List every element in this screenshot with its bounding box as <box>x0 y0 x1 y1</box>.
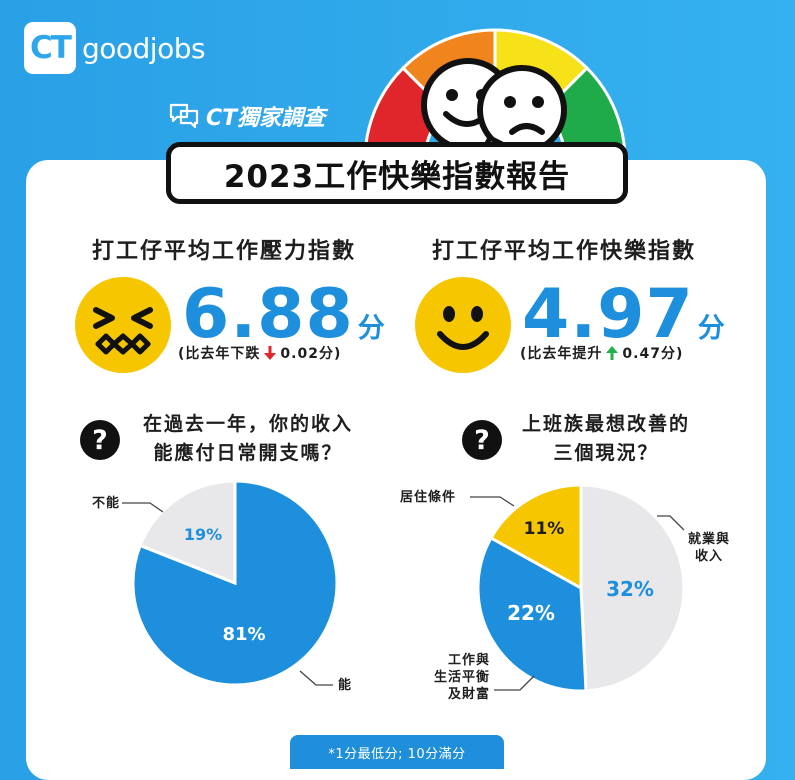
happy-value: 4.97 <box>522 275 694 354</box>
pie2-label-job-line2: 收入 <box>695 549 724 564</box>
pie2-label-wlb-line3: 及財富 <box>447 687 490 702</box>
question-icon: ? <box>462 420 502 460</box>
pie2-label-wlb: 工作與 生活平衡 及財富 <box>428 652 490 703</box>
pie2-pct-wlb: 22% <box>507 601 555 625</box>
footnote: *1分最低分; 10分滿分 <box>290 735 504 769</box>
pie2-slice-housing <box>488 483 583 591</box>
chat-bubble-icon <box>169 103 199 129</box>
pie2-pct-housing: 11% <box>524 519 565 539</box>
question1-line2: 能應付日常開支嗎？ <box>153 442 343 464</box>
arrow-up-icon <box>606 346 619 360</box>
stress-score: 6.88 分 <box>182 281 385 349</box>
stress-note-prefix: (比去年下跌 <box>178 346 261 362</box>
question2-line2: 三個現況？ <box>553 442 659 464</box>
content-card <box>26 160 766 780</box>
pie2-slice-job <box>579 483 686 693</box>
logo-text: goodjobs <box>82 31 206 65</box>
page-title: 2023工作快樂指數報告 <box>166 142 628 204</box>
happy-note: (比去年提升 0.47分) <box>520 343 683 363</box>
happy-score: 4.97 分 <box>522 281 725 349</box>
stressed-face-icon <box>75 277 171 373</box>
gauge-graphic <box>363 28 627 160</box>
stress-note: (比去年下跌 0.02分) <box>178 343 341 363</box>
pie1-label-no: 不能 <box>92 496 121 511</box>
question1-line1: 在過去一年，你的收入 <box>142 413 353 435</box>
happy-unit: 分 <box>697 313 725 344</box>
pie2-label-job: 就業與 收入 <box>688 531 730 565</box>
pie2-label-job-line1: 就業與 <box>688 532 731 547</box>
happy-title: 打工仔平均工作快樂指數 <box>432 239 697 264</box>
stress-value: 6.88 <box>182 275 354 354</box>
happy-face-icon <box>415 277 511 373</box>
stress-unit: 分 <box>357 313 385 344</box>
pie1-label-yes: 能 <box>338 678 353 693</box>
question2-text: 上班族最想改善的 三個現況？ <box>506 410 706 468</box>
question-icon: ? <box>80 420 120 460</box>
question2-line1: 上班族最想改善的 <box>521 413 690 435</box>
pie1-pct-yes: 81% <box>222 624 265 645</box>
pie2-label-housing: 居住條件 <box>400 490 457 505</box>
happy-note-prefix: (比去年提升 <box>520 346 603 362</box>
pie2-label-wlb-line2: 生活平衡 <box>433 670 490 685</box>
brand-logo[interactable]: CT goodjobs <box>24 22 206 74</box>
pie2-label-wlb-line1: 工作與 <box>447 653 490 668</box>
exclusive-text: CT獨家調查 <box>206 106 326 131</box>
stress-title: 打工仔平均工作壓力指數 <box>92 239 357 264</box>
question1-text: 在過去一年，你的收入 能應付日常開支嗎？ <box>128 410 368 468</box>
exclusive-label: CT獨家調查 <box>168 100 325 132</box>
pie1-pct-no: 19% <box>184 525 222 544</box>
pie2-pct-job: 32% <box>606 577 654 601</box>
happy-note-delta: 0.47分) <box>622 346 684 362</box>
arrow-down-icon <box>264 346 277 360</box>
logo-mark: CT <box>24 22 76 74</box>
pie1-slice-no <box>138 479 237 586</box>
stress-note-delta: 0.02分) <box>280 346 342 362</box>
